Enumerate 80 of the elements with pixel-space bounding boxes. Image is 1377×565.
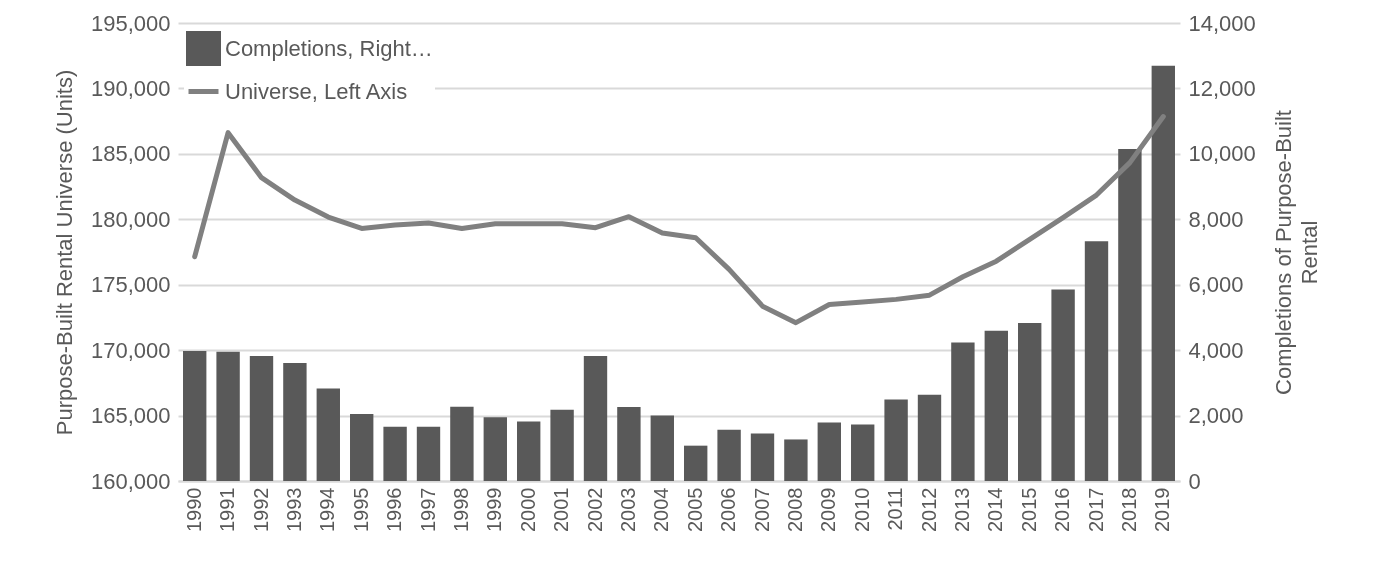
x-tick-label: 2010: [850, 487, 873, 532]
x-tick-label: 1995: [349, 487, 372, 532]
bar: [350, 413, 374, 481]
bar: [450, 406, 474, 481]
bar: [650, 415, 674, 481]
bar: [316, 388, 340, 481]
y2-tick-label: 8,000: [1188, 206, 1244, 232]
bar: [1151, 65, 1175, 481]
bar: [283, 362, 307, 481]
x-tick-label: 1994: [316, 487, 339, 532]
x-tick-label: 2001: [550, 487, 573, 532]
x-tick-label: 2002: [583, 487, 606, 532]
bar: [216, 351, 240, 481]
x-tick-label: 2003: [616, 487, 639, 532]
bar: [583, 356, 608, 481]
y-tick-label: 190,000: [90, 75, 171, 101]
bar: [951, 342, 975, 481]
x-tick-label: 1990: [182, 487, 205, 532]
x-tick-label: 1996: [383, 487, 406, 532]
x-tick-label: 2018: [1117, 487, 1140, 532]
x-tick-label: 2006: [717, 487, 740, 532]
x-tick-label: 2013: [950, 487, 973, 532]
legend-label: Completions, Right…: [225, 35, 433, 61]
x-tick-label: 2011: [884, 487, 907, 531]
bar: [784, 439, 808, 481]
y-tick-label: 180,000: [90, 206, 171, 232]
y-tick-label: 165,000: [90, 403, 171, 429]
x-tick-label: 1999: [483, 487, 506, 532]
bar: [917, 394, 942, 481]
bar: [416, 426, 441, 481]
x-tick-label: 1993: [282, 487, 305, 532]
y-tick-label: 185,000: [90, 141, 171, 167]
x-tick-label: 2014: [984, 487, 1007, 532]
bar: [717, 429, 741, 481]
x-tick-label: 2000: [516, 487, 539, 532]
y-tick-label: 195,000: [90, 10, 171, 36]
y2-tick-label: 2,000: [1188, 403, 1244, 429]
y-tick-label: 175,000: [90, 272, 171, 298]
x-tick-label: 2005: [683, 487, 706, 532]
bar: [684, 445, 708, 481]
x-tick-label: 2008: [783, 487, 806, 532]
bar: [183, 351, 207, 481]
bar: [1051, 289, 1075, 481]
y2-axis-title: Completions of Purpose-Built Rental: [1270, 110, 1322, 395]
bar: [750, 433, 775, 481]
x-tick-label: 2007: [750, 487, 773, 532]
y-axis-title: Purpose-Built Rental Universe (Units): [51, 69, 77, 436]
bar: [483, 417, 507, 481]
y-tick-label: 170,000: [90, 337, 171, 363]
x-tick-label: 2016: [1051, 487, 1074, 532]
bar: [550, 409, 574, 481]
bar: [817, 422, 841, 481]
bar: [851, 424, 875, 481]
x-tick-label: 1997: [416, 487, 439, 532]
y2-tick-label: 4,000: [1188, 337, 1244, 363]
x-tick-label: 2019: [1151, 487, 1174, 532]
y2-tick-label: 12,000: [1188, 75, 1256, 101]
bar: [249, 356, 274, 481]
bar: [517, 421, 541, 481]
y2-tick-label: 0: [1188, 468, 1201, 494]
bar: [1084, 241, 1109, 481]
bar: [1118, 148, 1142, 481]
y-tick-label: 160,000: [90, 468, 171, 494]
x-tick-label: 1991: [216, 487, 239, 532]
x-tick-label: 1998: [449, 487, 472, 532]
legend-label: Universe, Left Axis: [225, 78, 408, 104]
y2-tick-label: 10,000: [1188, 141, 1256, 167]
bar: [383, 426, 407, 481]
x-tick-label: 2012: [917, 487, 940, 532]
x-tick-label: 2009: [817, 487, 840, 532]
bar: [617, 407, 641, 481]
x-tick-label: 2017: [1084, 487, 1107, 532]
bar: [884, 399, 908, 481]
bar: [984, 330, 1008, 481]
x-tick-label: 1992: [249, 487, 272, 532]
x-tick-label: 2004: [650, 487, 673, 532]
bar: [1018, 322, 1042, 481]
y2-tick-label: 6,000: [1188, 272, 1244, 298]
y2-tick-label: 14,000: [1188, 10, 1256, 36]
x-tick-label: 2015: [1017, 487, 1040, 532]
